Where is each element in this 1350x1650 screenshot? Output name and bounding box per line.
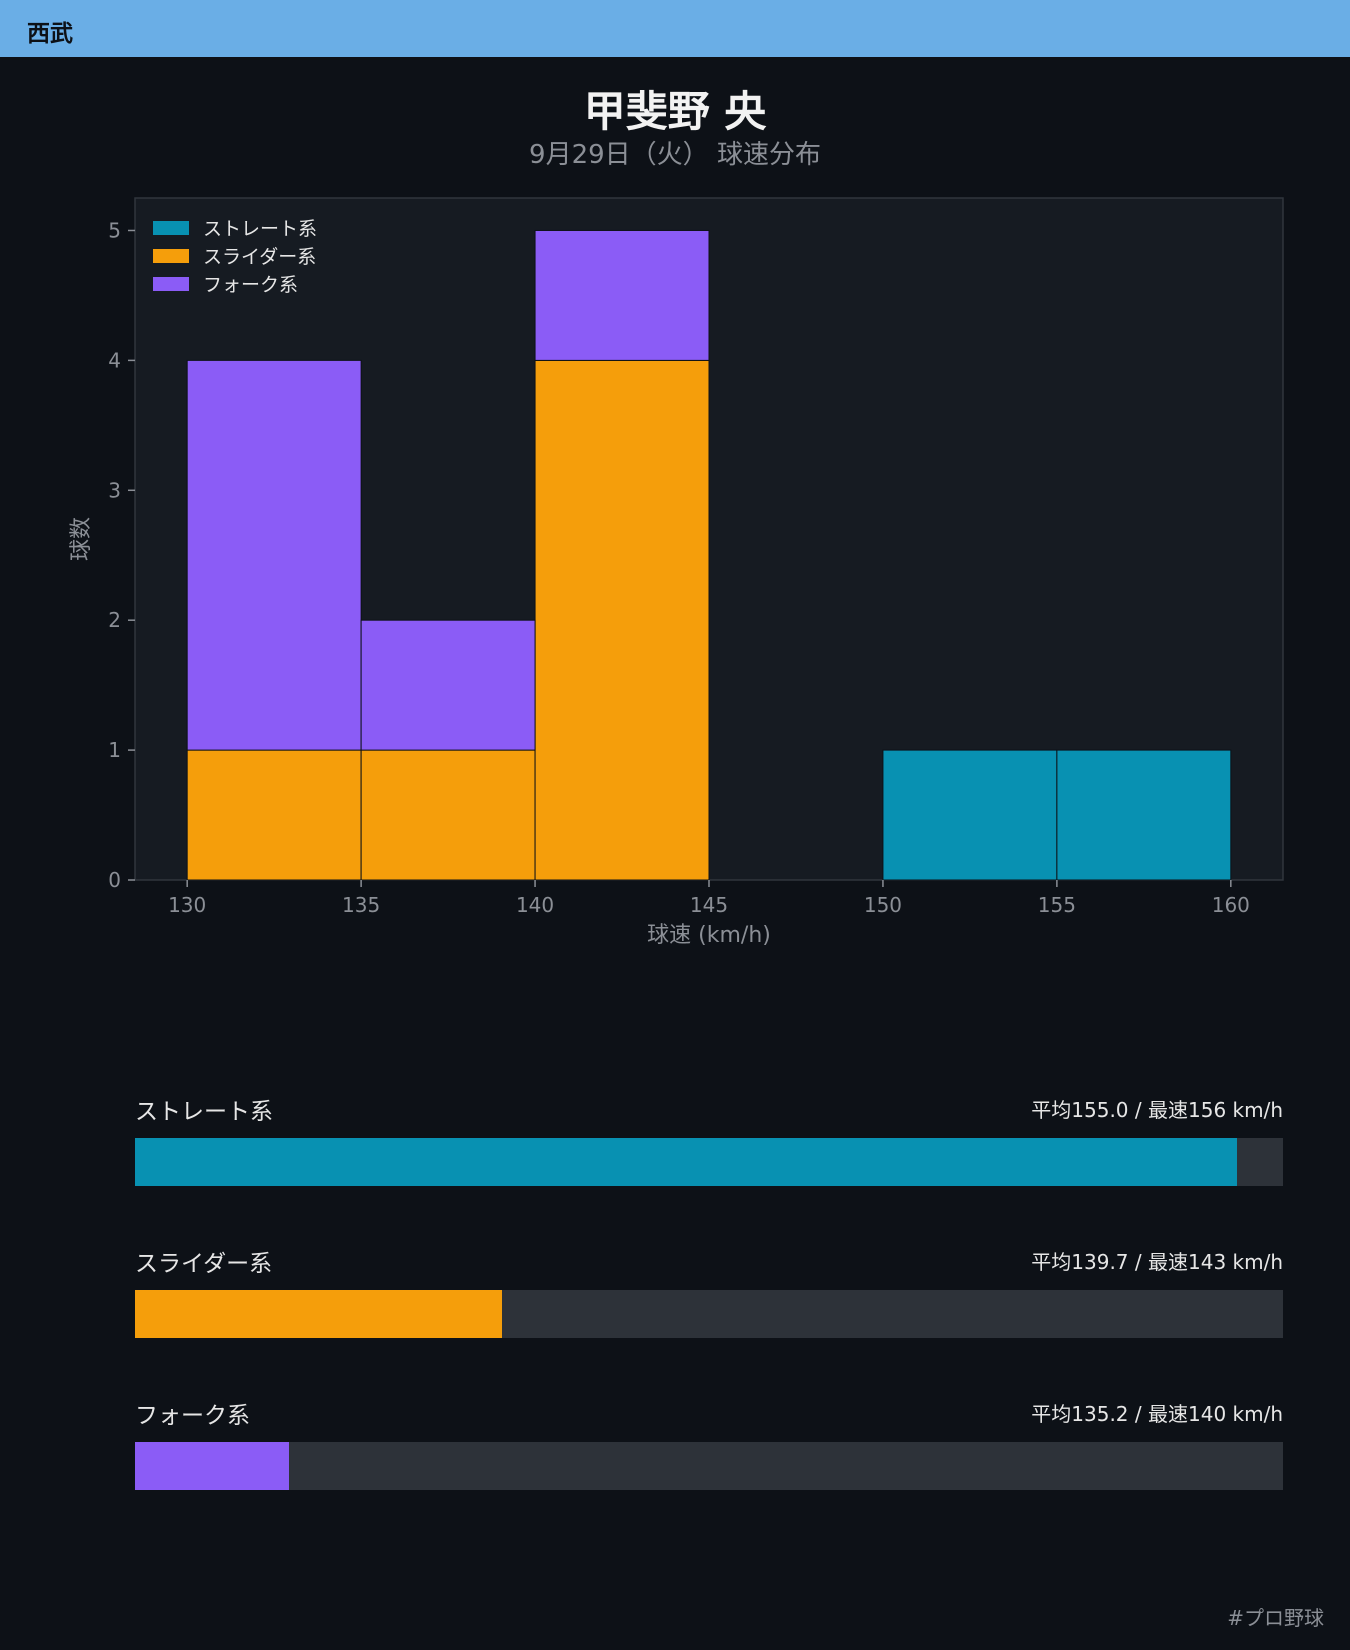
stat-bar-track: [135, 1442, 1283, 1490]
stat-value: 平均139.7 / 最速143 km/h: [1031, 1250, 1283, 1274]
stat-row-straight: ストレート系 平均155.0 / 最速156 km/h: [135, 1092, 1283, 1192]
x-tick-label: 140: [516, 893, 554, 917]
x-tick-label: 155: [1038, 893, 1076, 917]
chart-subtitle: 9月29日（火） 球速分布: [529, 140, 821, 170]
y-axis-label: 球数: [69, 517, 94, 561]
hashtag: #プロ野球: [1227, 1606, 1324, 1630]
header-bar: 西武: [0, 0, 1350, 57]
stat-value: 平均155.0 / 最速156 km/h: [1031, 1098, 1283, 1122]
stat-label: フォーク系: [135, 1403, 250, 1429]
stat-bar-track: [135, 1290, 1283, 1338]
x-tick-label: 150: [864, 893, 902, 917]
y-tick-label: 1: [108, 738, 121, 762]
stat-bar-fill: [135, 1138, 1238, 1186]
legend-swatch: [153, 277, 189, 291]
pitcher-name: 甲斐野 央: [583, 87, 767, 136]
legend-swatch: [153, 221, 189, 235]
x-tick-label: 130: [168, 893, 206, 917]
histogram-bar: [360, 619, 536, 751]
histogram-bar: [1056, 749, 1232, 881]
histogram-bar: [534, 359, 710, 881]
stat-row-slider: スライダー系 平均139.7 / 最速143 km/h: [135, 1244, 1283, 1344]
x-axis-label: 球速 (km/h): [647, 923, 771, 948]
histogram-bar: [186, 749, 362, 881]
stat-bar-track: [135, 1138, 1283, 1186]
stat-label: スライダー系: [135, 1251, 273, 1277]
velocity-histogram: 130 135 140 145 150 155 160 0 1 2 3 4 5 球速 (km/h) 球数 スト…: [69, 197, 1284, 948]
histogram-bar: [186, 359, 362, 751]
stat-row-fork: フォーク系 平均135.2 / 最速140 km/h: [135, 1396, 1283, 1496]
legend-label: フォーク系: [203, 274, 298, 296]
y-tick-label: 0: [108, 868, 121, 892]
histogram-bar: [534, 229, 710, 361]
x-tick-label: 145: [690, 893, 728, 917]
legend-label: ストレート系: [203, 218, 317, 240]
x-tick-label: 160: [1212, 893, 1250, 917]
histogram-bar: [882, 749, 1058, 881]
legend-swatch: [153, 249, 189, 263]
stat-bar-fill: [135, 1442, 289, 1490]
y-tick-label: 2: [108, 608, 121, 632]
y-tick-label: 3: [108, 478, 121, 502]
x-tick-label: 135: [342, 893, 380, 917]
stat-bar-fill: [135, 1290, 503, 1338]
stat-label: ストレート系: [135, 1099, 273, 1125]
stat-value: 平均135.2 / 最速140 km/h: [1031, 1402, 1283, 1426]
legend-label: スライダー系: [203, 246, 316, 268]
y-tick-label: 4: [108, 348, 121, 372]
y-tick-label: 5: [108, 218, 121, 242]
team-name: 西武: [27, 21, 73, 47]
histogram-bar: [360, 749, 536, 881]
